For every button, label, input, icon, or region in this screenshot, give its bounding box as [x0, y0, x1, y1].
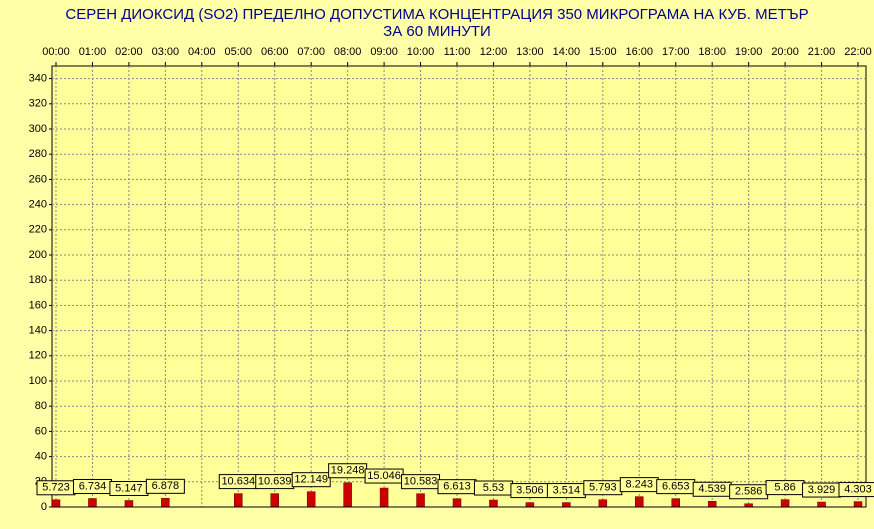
value-label: 15.046	[367, 470, 401, 482]
x-tick-label: 11:00	[444, 46, 471, 58]
x-tick-label: 04:00	[188, 46, 216, 58]
value-label: 5.86	[774, 482, 795, 494]
bar	[161, 498, 170, 508]
value-label: 3.929	[808, 484, 836, 496]
x-tick-label: 09:00	[370, 46, 398, 58]
bar	[416, 493, 425, 508]
value-label: 10.634	[221, 476, 255, 488]
value-label: 3.506	[516, 484, 544, 496]
y-tick-label: 60	[35, 425, 47, 437]
value-label: 12.149	[294, 474, 328, 486]
value-label: 4.303	[844, 483, 872, 495]
x-tick-label: 10:00	[407, 46, 435, 58]
value-label: 19.248	[331, 465, 365, 477]
value-label: 6.653	[662, 481, 690, 493]
chart-title: СЕРЕН ДИОКСИД (SO2) ПРЕДЕЛНО ДОПУСТИМА К…	[65, 6, 808, 23]
bar	[124, 500, 134, 508]
value-label: 5.723	[42, 482, 70, 494]
y-tick-label: 300	[29, 123, 47, 135]
y-tick-label: 340	[29, 73, 47, 85]
y-tick-label: 0	[41, 501, 47, 513]
x-tick-label: 15:00	[589, 46, 617, 58]
x-tick-label: 00:00	[42, 46, 70, 58]
x-tick-label: 07:00	[297, 46, 325, 58]
y-tick-label: 180	[29, 274, 47, 286]
value-label: 5.53	[483, 482, 504, 494]
bar	[525, 502, 535, 508]
x-tick-label: 18:00	[698, 46, 726, 58]
x-tick-label: 14:00	[553, 46, 581, 58]
y-tick-label: 140	[29, 325, 47, 337]
bar	[343, 482, 352, 508]
bar	[234, 493, 243, 508]
bar	[379, 487, 389, 508]
x-tick-label: 16:00	[626, 46, 654, 58]
value-label: 10.583	[404, 476, 438, 488]
value-label: 5.793	[589, 482, 617, 494]
y-tick-label: 40	[35, 451, 47, 463]
value-label: 2.586	[735, 486, 763, 498]
y-tick-label: 120	[29, 350, 47, 362]
bar	[270, 493, 279, 508]
x-tick-label: 06:00	[261, 46, 289, 58]
y-tick-label: 280	[29, 148, 47, 160]
x-tick-label: 13:00	[516, 46, 544, 58]
value-label: 6.613	[443, 481, 471, 493]
value-label: 5.147	[115, 482, 143, 494]
value-label: 10.639	[258, 476, 292, 488]
bar	[817, 501, 826, 508]
y-tick-label: 320	[29, 98, 47, 110]
x-tick-label: 02:00	[115, 46, 143, 58]
y-tick-label: 240	[29, 199, 47, 211]
value-label: 6.734	[79, 480, 107, 492]
x-tick-label: 03:00	[152, 46, 180, 58]
value-label: 6.878	[152, 480, 180, 492]
bar	[635, 496, 644, 508]
y-tick-label: 80	[35, 400, 47, 412]
x-tick-label: 22:00	[844, 46, 872, 58]
x-tick-label: 12:00	[480, 46, 508, 58]
value-label-box	[291, 472, 331, 488]
bar	[598, 499, 608, 508]
x-tick-label: 08:00	[334, 46, 362, 58]
x-tick-label: 17:00	[662, 46, 690, 58]
x-tick-label: 01:00	[79, 46, 107, 58]
value-label: 3.514	[553, 484, 581, 496]
chart-subtitle: ЗА 60 МИНУТИ	[383, 23, 491, 40]
bar	[452, 498, 462, 508]
y-tick-label: 200	[29, 249, 47, 261]
bar	[853, 501, 863, 508]
bar	[306, 491, 316, 508]
x-tick-label: 05:00	[225, 46, 253, 58]
bar	[562, 502, 571, 508]
bar	[489, 499, 498, 508]
x-tick-label: 21:00	[808, 46, 836, 58]
bar	[671, 498, 680, 508]
value-label: 4.539	[698, 483, 726, 495]
bar	[51, 499, 61, 508]
y-tick-label: 260	[29, 173, 47, 185]
y-tick-label: 160	[29, 299, 47, 311]
bar	[707, 501, 717, 508]
value-label: 8.243	[626, 479, 654, 491]
value-label-box	[145, 478, 185, 494]
y-tick-label: 220	[29, 224, 47, 236]
plot-area	[51, 65, 867, 508]
value-label-box	[838, 482, 874, 498]
bar	[88, 498, 97, 508]
x-tick-label: 20:00	[771, 46, 799, 58]
x-tick-label: 19:00	[735, 46, 763, 58]
y-tick-label: 100	[29, 375, 47, 387]
bar	[780, 499, 790, 508]
